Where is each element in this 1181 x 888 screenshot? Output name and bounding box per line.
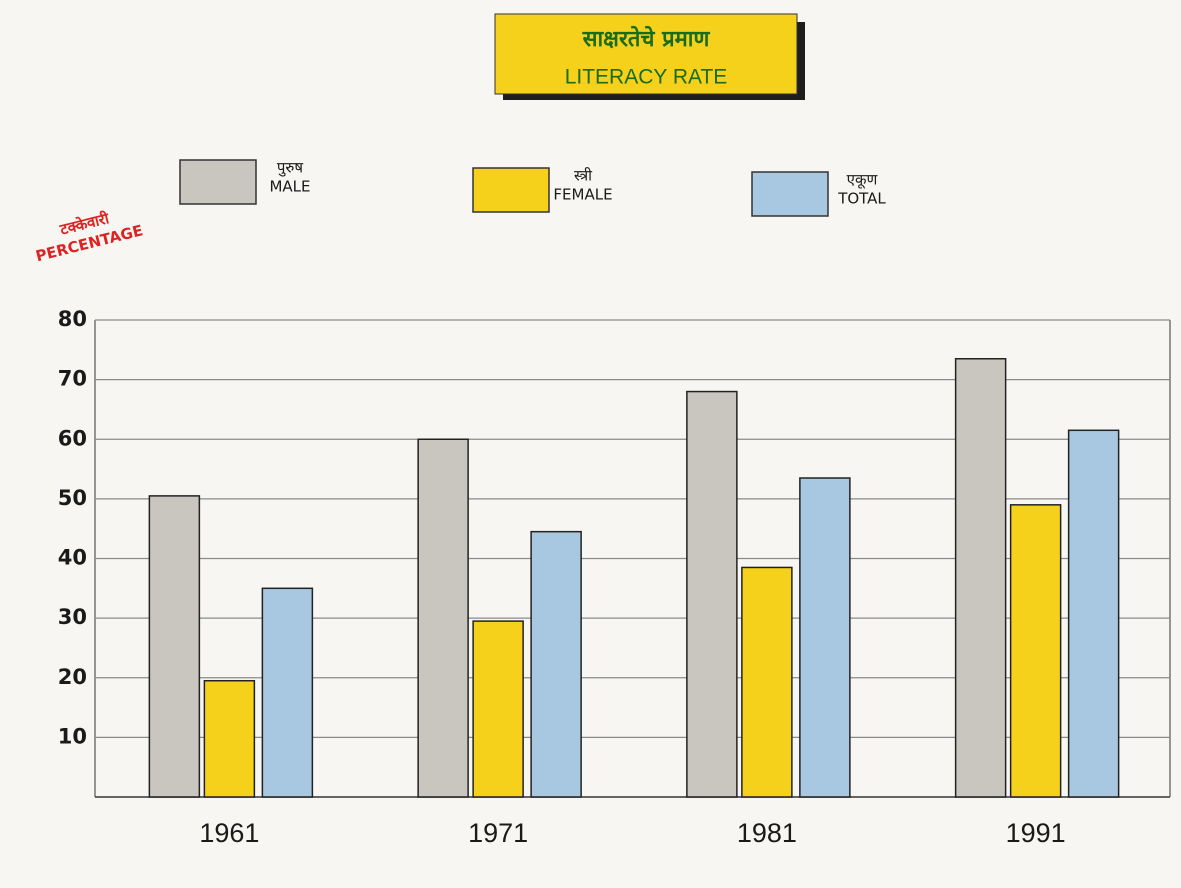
bar bbox=[261, 587, 314, 798]
bar bbox=[203, 679, 256, 798]
y-axis-label-group: टक्केवारी PERCENTAGE bbox=[34, 209, 145, 265]
bar bbox=[954, 358, 1007, 798]
y-tick-label: 30 bbox=[58, 605, 87, 629]
x-tick-label: 1961 bbox=[199, 818, 259, 848]
bar bbox=[1067, 429, 1120, 798]
bar bbox=[799, 477, 851, 798]
y-tick-label: 70 bbox=[58, 367, 87, 391]
y-tick-label: 20 bbox=[58, 665, 87, 689]
legend-label: TOTAL bbox=[837, 190, 886, 208]
x-tick-label: 1971 bbox=[468, 818, 528, 848]
legend-label: FEMALE bbox=[553, 186, 612, 204]
x-tick-label: 1991 bbox=[1006, 818, 1066, 848]
chart-title-local: साक्षरतेचे प्रमाण bbox=[582, 25, 711, 52]
bar bbox=[741, 566, 793, 798]
bar bbox=[148, 495, 201, 798]
legend-swatch bbox=[751, 171, 829, 217]
legend-label-local: एकूण bbox=[847, 171, 879, 190]
y-tick-label: 60 bbox=[58, 426, 87, 450]
bar bbox=[1009, 504, 1062, 798]
bar bbox=[472, 620, 524, 798]
bar bbox=[686, 390, 738, 798]
legend-swatch bbox=[179, 159, 257, 205]
title-box bbox=[494, 13, 798, 95]
chart-title: LITERACY RATE bbox=[565, 66, 728, 89]
legend-label-local: स्त्री bbox=[574, 167, 593, 185]
bar bbox=[417, 438, 469, 798]
legend-label-local: पुरुष bbox=[277, 159, 303, 178]
y-tick-label: 40 bbox=[58, 546, 87, 570]
y-tick-label: 80 bbox=[58, 307, 87, 331]
x-tick-label: 1981 bbox=[737, 818, 797, 848]
legend-label: MALE bbox=[269, 178, 310, 196]
bar bbox=[530, 530, 582, 798]
y-tick-label: 50 bbox=[58, 486, 87, 510]
y-tick-label: 10 bbox=[58, 724, 87, 748]
legend-swatch bbox=[472, 167, 550, 213]
